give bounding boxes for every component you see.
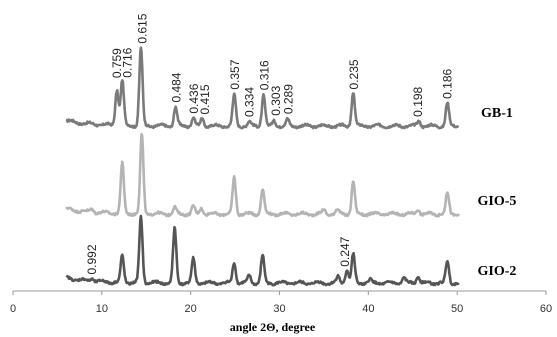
peak-label: 0.334 [242, 87, 256, 117]
x-tick-label: 50 [451, 303, 463, 315]
series-label: GIO-2 [478, 264, 517, 279]
series-labels: GB-1 GIO-5 GIO-2 [478, 106, 517, 279]
peak-label: 0.235 [347, 59, 361, 89]
peak-label: 0.436 [187, 83, 201, 113]
series-label: GIO-5 [478, 194, 517, 209]
peak-label: 0.289 [281, 84, 295, 114]
x-tick-label: 10 [96, 303, 108, 315]
peak-label: 0.992 [85, 244, 99, 274]
series-trace-gio-5 [65, 133, 460, 218]
peak-label: 0.415 [198, 84, 212, 114]
x-axis-ticks: 0 10 20 30 40 50 60 [10, 291, 552, 315]
series-label: GB-1 [481, 106, 513, 121]
peak-label: 0.484 [169, 72, 183, 102]
peak-label: 0.615 [136, 13, 150, 43]
series-trace-gio-2 [65, 214, 460, 287]
x-tick-label: 30 [273, 303, 285, 315]
peak-label: 0.357 [228, 59, 242, 89]
peak-label: 0.716 [121, 47, 135, 77]
series-trace-gb-1 [65, 46, 460, 130]
peak-label: 0.198 [411, 86, 425, 116]
x-axis-title: angle 2Θ, degree [230, 320, 316, 334]
x-tick-label: 20 [185, 303, 197, 315]
diffraction-traces [65, 46, 460, 287]
peak-label: 0.186 [440, 69, 454, 99]
peak-label: 0.316 [257, 60, 271, 90]
peak-label: 0.247 [338, 236, 352, 266]
peak-label: 0.303 [269, 85, 283, 115]
peak-label: 0.759 [110, 48, 124, 78]
x-tick-label: 60 [540, 303, 552, 315]
x-tick-label: 40 [362, 303, 374, 315]
x-tick-label: 0 [10, 303, 16, 315]
